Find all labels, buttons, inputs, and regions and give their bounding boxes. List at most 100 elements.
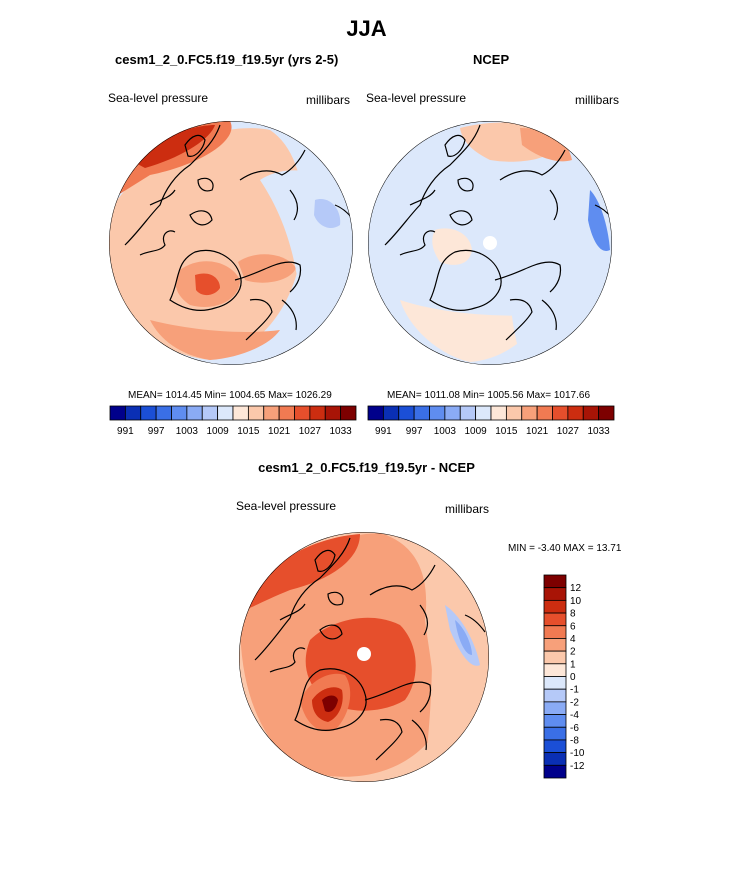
colorbar-cell bbox=[543, 726, 567, 741]
colorbar-tick-label: 1003 bbox=[176, 426, 199, 437]
colorbar-cell bbox=[598, 405, 615, 421]
colorbar-cell bbox=[278, 405, 295, 421]
colorbar-tick-label: 12 bbox=[570, 583, 582, 594]
colorbar-cell bbox=[201, 405, 219, 421]
colorbar-cell bbox=[543, 701, 567, 715]
model-map bbox=[109, 121, 353, 365]
obs-variable-label: Sea-level pressure bbox=[366, 91, 467, 105]
colorbar-cell bbox=[543, 676, 567, 690]
colorbar-cell bbox=[140, 405, 157, 421]
diff-map-siberia-core bbox=[455, 620, 472, 655]
colorbar-cell bbox=[543, 638, 567, 652]
colorbar-cell bbox=[247, 405, 265, 421]
colorbar-tick-label: 997 bbox=[406, 426, 423, 437]
colorbar-cell bbox=[263, 405, 280, 421]
colorbar-tick-label: 10 bbox=[570, 596, 582, 607]
model-map-coastline-alaska bbox=[184, 134, 353, 223]
colorbar-tick-label: 1027 bbox=[299, 426, 322, 437]
diff-panel-title: cesm1_2_0.FC5.f19_f19.5yr - NCEP bbox=[258, 460, 475, 475]
colorbar-cell bbox=[155, 405, 172, 421]
colorbar-tick-label: 8 bbox=[570, 609, 576, 620]
colorbar-tick-label: 1033 bbox=[588, 426, 611, 437]
diff-map-pole-hole bbox=[357, 647, 371, 661]
colorbar-cell bbox=[543, 663, 567, 677]
colorbar-tick-label: 1015 bbox=[237, 426, 260, 437]
colorbar-tick-label: 1 bbox=[570, 659, 576, 670]
colorbar-tick-label: -1 bbox=[570, 685, 579, 696]
colorbar-cell bbox=[543, 752, 567, 766]
colorbar-cell bbox=[521, 405, 538, 421]
colorbar-cell bbox=[171, 405, 188, 421]
colorbar-cell bbox=[459, 405, 477, 421]
colorbar-tick-label: 4 bbox=[570, 634, 576, 645]
colorbar-cell bbox=[543, 764, 567, 779]
obs-map-coastline-canada bbox=[384, 124, 481, 256]
colorbar-tick-label: 1027 bbox=[557, 426, 580, 437]
obs-units-label: millibars bbox=[575, 93, 620, 107]
colorbar-tick-label: 0 bbox=[570, 672, 576, 683]
main-title: JJA bbox=[346, 16, 387, 41]
colorbar-cell bbox=[217, 405, 234, 421]
colorbar-tick-label: 991 bbox=[117, 426, 134, 437]
obs-map-siberia bbox=[510, 230, 575, 355]
colorbar-cell bbox=[429, 405, 446, 421]
colorbar-cell bbox=[490, 405, 507, 421]
obs-stats: MEAN= 1011.08 Min= 1005.56 Max= 1017.66 bbox=[387, 390, 591, 401]
model-variable-label: Sea-level pressure bbox=[108, 91, 209, 105]
model-map-coastline-eurasia bbox=[234, 149, 306, 341]
colorbar-cell bbox=[475, 405, 492, 421]
obs-map-coastline-eurasia bbox=[494, 149, 566, 341]
colorbar-tick-label: 2 bbox=[570, 647, 576, 658]
colorbar-cell bbox=[567, 405, 584, 421]
diff-variable-label: Sea-level pressure bbox=[236, 499, 337, 513]
colorbar-cell bbox=[543, 625, 567, 639]
colorbar-cell bbox=[186, 405, 203, 421]
colorbar-tick-label: 6 bbox=[570, 621, 576, 632]
model-map-coastline-greenland bbox=[169, 249, 242, 311]
colorbar-tick-label: 997 bbox=[148, 426, 165, 437]
colorbar-cell bbox=[543, 574, 567, 589]
obs-map-pole-hole bbox=[483, 236, 497, 250]
model-map-europe bbox=[109, 128, 304, 360]
colorbar-tick-label: 1021 bbox=[526, 426, 549, 437]
colorbar-cell bbox=[543, 650, 567, 665]
colorbar-tick-label: -6 bbox=[570, 723, 579, 734]
colorbar-cell bbox=[324, 405, 342, 421]
obs-map-coastline-greenland bbox=[429, 249, 502, 311]
model-units-label: millibars bbox=[306, 93, 351, 107]
colorbar-cell bbox=[124, 405, 142, 421]
colorbar-cell bbox=[543, 587, 567, 601]
colorbar-cell bbox=[543, 739, 567, 754]
obs-map bbox=[368, 121, 612, 365]
colorbar-tick-label: 1033 bbox=[330, 426, 353, 437]
colorbar-tick-label: 1009 bbox=[207, 426, 230, 437]
colorbar-cell bbox=[543, 688, 567, 703]
model-map-greenland-core bbox=[195, 273, 220, 296]
colorbar-tick-label: -2 bbox=[570, 697, 579, 708]
model-map-atlantic-high bbox=[150, 320, 280, 360]
obs-map-coastline-alaska bbox=[444, 134, 612, 223]
diff-map-north-pacific bbox=[245, 534, 360, 610]
colorbar-cell bbox=[444, 405, 461, 421]
colorbar-tick-label: 1015 bbox=[495, 426, 518, 437]
colorbar-cell bbox=[552, 405, 569, 421]
diff-map-coastline-eurasia bbox=[364, 564, 436, 761]
model-colorbar: 991 997 1003 1009 1015 1021 1027 1033 bbox=[109, 405, 357, 437]
colorbar-tick-label: 1003 bbox=[434, 426, 457, 437]
obs-map-atlantic bbox=[400, 300, 540, 362]
colorbar-cell bbox=[582, 405, 600, 421]
model-map-coastline-canada bbox=[124, 124, 221, 256]
diff-map-coastline-alaska bbox=[314, 549, 486, 633]
obs-colorbar: 991 997 1003 1009 1015 1021 1027 1033 bbox=[367, 405, 615, 437]
colorbar-cell bbox=[398, 405, 415, 421]
colorbar-cell bbox=[382, 405, 400, 421]
diff-map-coastline-canada bbox=[254, 537, 351, 673]
obs-map-pacific-core bbox=[520, 128, 572, 162]
colorbar-tick-label: -12 bbox=[570, 761, 585, 772]
colorbar-tick-label: 991 bbox=[375, 426, 392, 437]
colorbar-tick-label: 1021 bbox=[268, 426, 291, 437]
diff-map bbox=[239, 532, 489, 782]
colorbar-cell bbox=[309, 405, 326, 421]
